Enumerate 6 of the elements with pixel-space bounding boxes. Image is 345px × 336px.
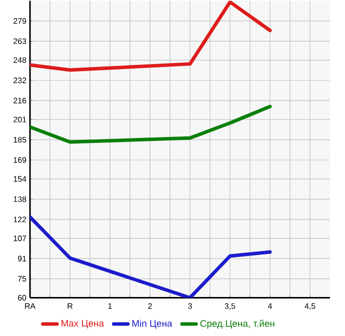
line-series [30,104,272,144]
legend-label: Min Цена [132,320,172,329]
line-series [30,215,272,298]
legend-label: Max Цена [62,320,104,329]
legend-label: Сред.Цена, т.йен [200,320,274,329]
line-series [30,0,272,72]
